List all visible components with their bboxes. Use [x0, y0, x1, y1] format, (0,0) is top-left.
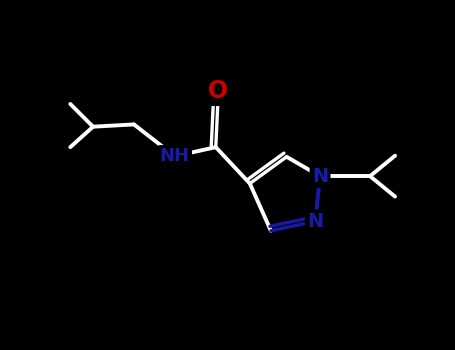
Text: N: N [312, 167, 328, 186]
Text: O: O [208, 79, 228, 103]
Text: NH: NH [160, 147, 190, 165]
Text: N: N [307, 212, 324, 231]
